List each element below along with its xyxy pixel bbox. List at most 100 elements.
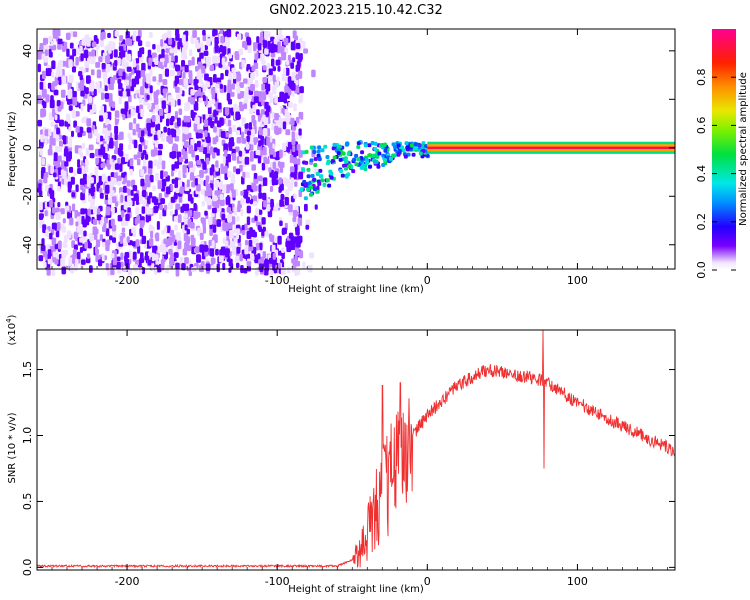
spectrogram-cell bbox=[351, 169, 356, 174]
spectrogram-cell bbox=[85, 147, 90, 156]
spectrogram-cell bbox=[133, 154, 138, 160]
spectrogram-cell bbox=[275, 59, 281, 66]
spectrogram-cell bbox=[382, 158, 387, 163]
spectrogram-cell bbox=[381, 163, 386, 168]
spectrogram-cell bbox=[216, 219, 222, 227]
spectrogram-cell bbox=[257, 113, 262, 122]
spectrogram-cell bbox=[91, 49, 95, 57]
spectrogram-cell bbox=[264, 33, 269, 41]
spectrogram-cell bbox=[244, 239, 249, 246]
spectrogram-cell bbox=[37, 187, 41, 193]
spectrogram-cell bbox=[161, 48, 165, 58]
spectrogram-cell bbox=[86, 118, 92, 127]
spectrogram-cell bbox=[194, 117, 200, 124]
spectrogram-cell bbox=[282, 121, 287, 130]
spectrogram-cell bbox=[120, 108, 126, 114]
spectrogram-cell bbox=[39, 81, 44, 90]
spectrogram-cell bbox=[303, 203, 308, 212]
spectrogram-cell bbox=[214, 116, 218, 124]
spectrogram-cell bbox=[52, 81, 58, 87]
spectrogram-cell bbox=[291, 138, 296, 146]
spectrogram-cell bbox=[261, 162, 266, 171]
spectrogram-cell bbox=[164, 204, 168, 211]
spectrogram-cell bbox=[230, 176, 236, 185]
spectrogram-cell bbox=[140, 108, 145, 118]
spectrogram-cell bbox=[219, 83, 223, 90]
spectrogram-cell bbox=[85, 165, 89, 173]
spectrogram-cell bbox=[157, 129, 161, 139]
spectrogram-cell bbox=[57, 106, 62, 112]
spectrogram-cell bbox=[282, 177, 288, 185]
spectrogram-cell bbox=[161, 34, 167, 41]
spectrogram-cell bbox=[245, 196, 251, 204]
spectrogram-cell bbox=[148, 57, 152, 66]
spectrogram-cell bbox=[268, 75, 272, 83]
spectrogram-cell bbox=[75, 221, 79, 227]
spectrogram-cell bbox=[273, 171, 279, 179]
spectrogram-cell bbox=[178, 79, 184, 86]
spectrogram-cell bbox=[147, 259, 152, 266]
spectrogram-cell bbox=[286, 240, 292, 247]
spectrogram-cell bbox=[57, 38, 63, 45]
snr-y-tick-label: 1.5 bbox=[21, 361, 34, 379]
spectrogram-x-tick-label: 100 bbox=[567, 274, 588, 287]
spectrogram-cell bbox=[388, 156, 393, 161]
spectrogram-cell bbox=[177, 240, 182, 250]
spectrogram-cell bbox=[317, 145, 322, 150]
snr-x-tick-label: -100 bbox=[265, 575, 290, 588]
spectrogram-cell bbox=[337, 144, 342, 149]
spectrogram-cell bbox=[263, 268, 269, 276]
spectrogram-cell bbox=[66, 99, 71, 105]
spectrogram-cell bbox=[373, 160, 378, 165]
spectrogram-cell bbox=[50, 165, 54, 175]
spectrogram-cell bbox=[263, 117, 269, 125]
spectrogram-cell bbox=[69, 217, 74, 226]
spectrogram-cell bbox=[288, 204, 293, 213]
colorbar-tick-label: 0.8 bbox=[695, 68, 708, 86]
spectrogram-cell bbox=[37, 119, 43, 127]
spectrogram-cell bbox=[283, 37, 289, 46]
snr-x-tick-label: -200 bbox=[115, 575, 140, 588]
spectrogram-cell bbox=[413, 146, 418, 151]
spectrogram-cell bbox=[96, 213, 102, 221]
spectrogram-cell bbox=[346, 151, 351, 156]
spectrogram-cell bbox=[370, 140, 375, 145]
spectrogram-cell bbox=[396, 152, 401, 157]
spectrogram-cell bbox=[113, 49, 118, 58]
spectrogram-cell bbox=[74, 210, 79, 219]
spectrogram-cell bbox=[299, 37, 303, 44]
spectrogram-cell bbox=[126, 53, 132, 62]
spectrogram-cell bbox=[67, 212, 71, 219]
spectrogram-cell bbox=[72, 48, 77, 57]
spectrogram-cell bbox=[147, 103, 152, 110]
spectrogram-cell bbox=[64, 120, 68, 127]
spectrogram-cell bbox=[213, 109, 217, 118]
spectrogram-cell bbox=[245, 87, 249, 93]
spectrogram-cell bbox=[110, 218, 115, 227]
spectrogram-cell bbox=[84, 241, 88, 249]
spectrogram-cell bbox=[198, 97, 203, 103]
spectrogram-cell bbox=[94, 167, 99, 176]
spectrogram-cell bbox=[196, 254, 201, 263]
spectrogram-cell bbox=[201, 201, 206, 207]
spectrogram-cell bbox=[133, 123, 137, 129]
spectrogram-cell bbox=[51, 237, 57, 246]
spectrogram-cell bbox=[80, 103, 84, 112]
spectrogram-cell bbox=[256, 36, 260, 45]
spectrogram-cell bbox=[241, 230, 246, 236]
spectrogram-cell bbox=[396, 143, 401, 148]
spectrogram-cell bbox=[219, 117, 224, 126]
spectrogram-y-tick-label: 40 bbox=[21, 44, 34, 58]
spectrogram-cell bbox=[247, 130, 251, 136]
spectrogram-cell bbox=[119, 143, 124, 151]
spectrogram-cell bbox=[102, 226, 106, 233]
spectrogram-cell bbox=[119, 131, 124, 140]
spectrogram-cell bbox=[77, 159, 81, 168]
spectrogram-cell bbox=[46, 67, 52, 77]
spectrogram-cell bbox=[76, 225, 82, 233]
spectrogram-cell bbox=[199, 244, 205, 253]
spectrogram-cell bbox=[373, 146, 378, 151]
spectrogram-cell bbox=[284, 92, 289, 99]
spectrogram-cell bbox=[272, 74, 276, 82]
spectrogram-cell bbox=[96, 182, 101, 189]
